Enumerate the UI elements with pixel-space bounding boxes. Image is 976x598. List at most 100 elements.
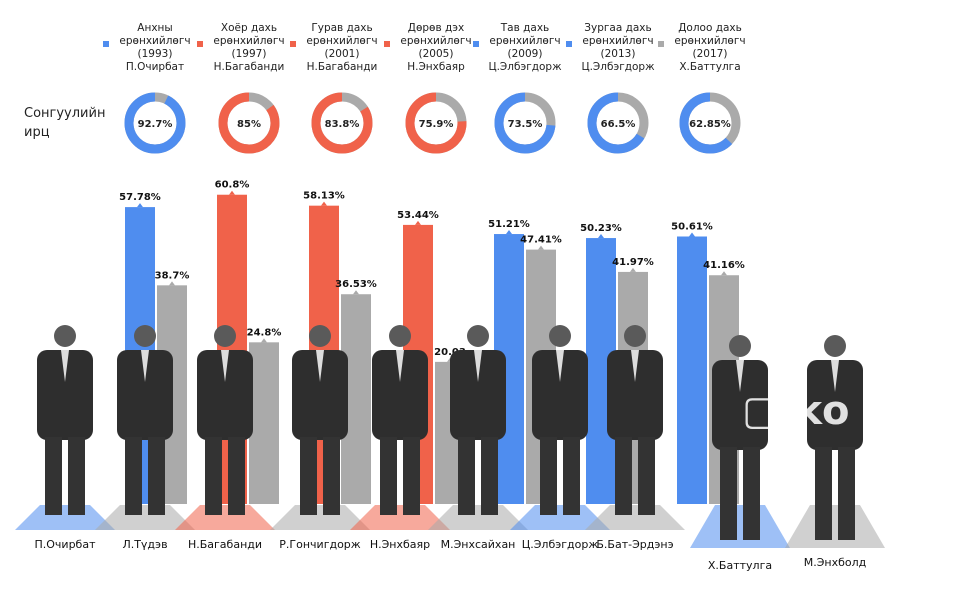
candidate-photo bbox=[607, 325, 663, 515]
floor-shadow bbox=[428, 505, 528, 530]
runner-up-bar-label: 41.97% bbox=[612, 257, 654, 268]
legend-line: Тав дахь bbox=[500, 22, 550, 34]
turnout-label-line1: Сонгуулийн bbox=[24, 106, 106, 121]
turnout-donut-arc bbox=[218, 92, 280, 154]
runner-up-bar-label: 38.7% bbox=[155, 270, 190, 281]
winner-bar-pointer bbox=[598, 234, 604, 239]
turnout-donut-arc bbox=[494, 92, 556, 154]
floor-shadow bbox=[350, 505, 450, 530]
winner-bar-label: 57.78% bbox=[119, 192, 161, 203]
turnout-donut-arc bbox=[679, 92, 741, 154]
legend-line: П.Очирбат bbox=[125, 61, 185, 73]
floor-shadow bbox=[785, 505, 885, 548]
legend-line: Н.Багабанди bbox=[306, 61, 378, 73]
turnout-value: 85% bbox=[237, 119, 261, 130]
candidate-name: Ц.Элбэгдорж bbox=[521, 538, 599, 551]
candidate-name: Б.Бат-Эрдэнэ bbox=[596, 538, 674, 551]
legend-line: Зургаа дахь bbox=[584, 22, 652, 34]
legend-line: ерөнхийлөгч bbox=[306, 35, 378, 47]
legend-line: Дөрөв дэх bbox=[407, 22, 465, 34]
turnout-donut-arc bbox=[124, 92, 186, 154]
candidate-name: П.Очирбат bbox=[34, 538, 96, 551]
legend-line: Ц.Элбэгдорж bbox=[581, 61, 655, 73]
legend-swatch bbox=[473, 41, 479, 47]
legend-line: (2005) bbox=[418, 48, 454, 60]
legend-line: Долоо дахь bbox=[678, 22, 742, 34]
floor-shadow bbox=[15, 505, 115, 530]
candidate-photo bbox=[197, 325, 253, 515]
winner-bar-pointer bbox=[689, 232, 695, 237]
runner-up-bar bbox=[249, 342, 279, 504]
legend-swatch bbox=[103, 41, 109, 47]
turnout-value: 73.5% bbox=[508, 119, 543, 130]
winner-bar-label: 50.61% bbox=[671, 221, 713, 232]
runner-up-bar-label: 36.53% bbox=[335, 279, 377, 290]
floor-shadow bbox=[175, 505, 275, 530]
runner-up-bar-pointer bbox=[261, 338, 267, 343]
candidate-name: Х.Баттулга bbox=[707, 559, 773, 572]
runner-up-bar-pointer bbox=[721, 271, 727, 276]
runner-up-bar-pointer bbox=[169, 281, 175, 286]
winner-bar-label: 60.8% bbox=[215, 180, 250, 191]
winner-bar-pointer bbox=[229, 190, 235, 195]
legend-line: ерөнхийлөгч bbox=[119, 35, 191, 47]
runner-up-bar-label: 47.41% bbox=[520, 235, 562, 246]
legend-line: ерөнхийлөгч bbox=[400, 35, 472, 47]
legend-line: ерөнхийлөгч bbox=[674, 35, 746, 47]
winner-bar-label: 50.23% bbox=[580, 223, 622, 234]
legend-line: (2013) bbox=[600, 48, 636, 60]
legend-line: Х.Баттулга bbox=[679, 61, 741, 73]
runner-up-bar-pointer bbox=[630, 267, 636, 272]
legend-item: Гурав дахь ерөнхийлөгч (2001) Н.Багабанди bbox=[290, 22, 390, 74]
candidate-name: Н.Багабанди bbox=[187, 538, 263, 551]
legend-line: Гурав дахь bbox=[311, 22, 373, 34]
floor-shadow bbox=[270, 505, 370, 530]
floor-shadow bbox=[585, 505, 685, 530]
winner-bar-pointer bbox=[137, 203, 143, 208]
runner-up-bar-pointer bbox=[353, 290, 359, 295]
legend-line: Анхны bbox=[137, 22, 173, 34]
candidate-photo bbox=[292, 325, 348, 515]
turnout-donut-arc bbox=[587, 92, 649, 154]
legend-line: Н.Энхбаяр bbox=[407, 61, 465, 73]
winner-bar-label: 53.44% bbox=[397, 210, 439, 221]
legend-swatch bbox=[658, 41, 664, 47]
winner-bar-pointer bbox=[506, 230, 512, 235]
winner-bar-pointer bbox=[321, 201, 327, 206]
candidate-photo bbox=[532, 325, 588, 515]
candidate-photo bbox=[450, 325, 506, 515]
candidate-photo bbox=[712, 335, 768, 540]
runner-up-bar-pointer bbox=[538, 245, 544, 250]
legend-line: (2009) bbox=[507, 48, 543, 60]
legend-swatch bbox=[197, 41, 203, 47]
iko-watermark: ▢iko bbox=[742, 388, 851, 434]
legend-item: Хоёр дахь ерөнхийлөгч (1997) Н.Багабанди bbox=[197, 22, 297, 74]
turnout-value: 92.7% bbox=[138, 119, 173, 130]
turnout-label: Сонгуулийн ирц bbox=[24, 104, 105, 142]
legend-item: Дөрөв дэх ерөнхийлөгч (2005) Н.Энхбаяр bbox=[384, 22, 484, 74]
turnout-value: 62.85% bbox=[689, 119, 731, 130]
legend-line: (1997) bbox=[231, 48, 267, 60]
winner-bar-pointer bbox=[415, 220, 421, 225]
candidate-name: М.Энхболд bbox=[803, 556, 867, 569]
legend-line: (1993) bbox=[137, 48, 173, 60]
legend-line: ерөнхийлөгч bbox=[582, 35, 654, 47]
legend-line: (2001) bbox=[324, 48, 360, 60]
winner-bar bbox=[677, 236, 707, 504]
candidate-photo bbox=[372, 325, 428, 515]
winner-bar-label: 58.13% bbox=[303, 191, 345, 202]
runner-up-bar-label: 20.03 bbox=[434, 347, 466, 358]
candidate-name: Л.Түдэв bbox=[122, 538, 168, 551]
legend-line: ерөнхийлөгч bbox=[213, 35, 285, 47]
legend-swatch bbox=[566, 41, 572, 47]
candidate-photo bbox=[807, 335, 863, 540]
candidate-name: Н.Энхбаяр bbox=[369, 538, 431, 551]
candidate-name: Р.Гончигдорж bbox=[279, 538, 361, 551]
turnout-donut-arc bbox=[405, 92, 467, 154]
legend-line: (2017) bbox=[692, 48, 728, 60]
turnout-value: 75.9% bbox=[419, 119, 454, 130]
legend-swatch bbox=[290, 41, 296, 47]
legend-line: ерөнхийлөгч bbox=[489, 35, 561, 47]
turnout-value: 66.5% bbox=[601, 119, 636, 130]
legend-line: Хоёр дахь bbox=[220, 22, 278, 34]
